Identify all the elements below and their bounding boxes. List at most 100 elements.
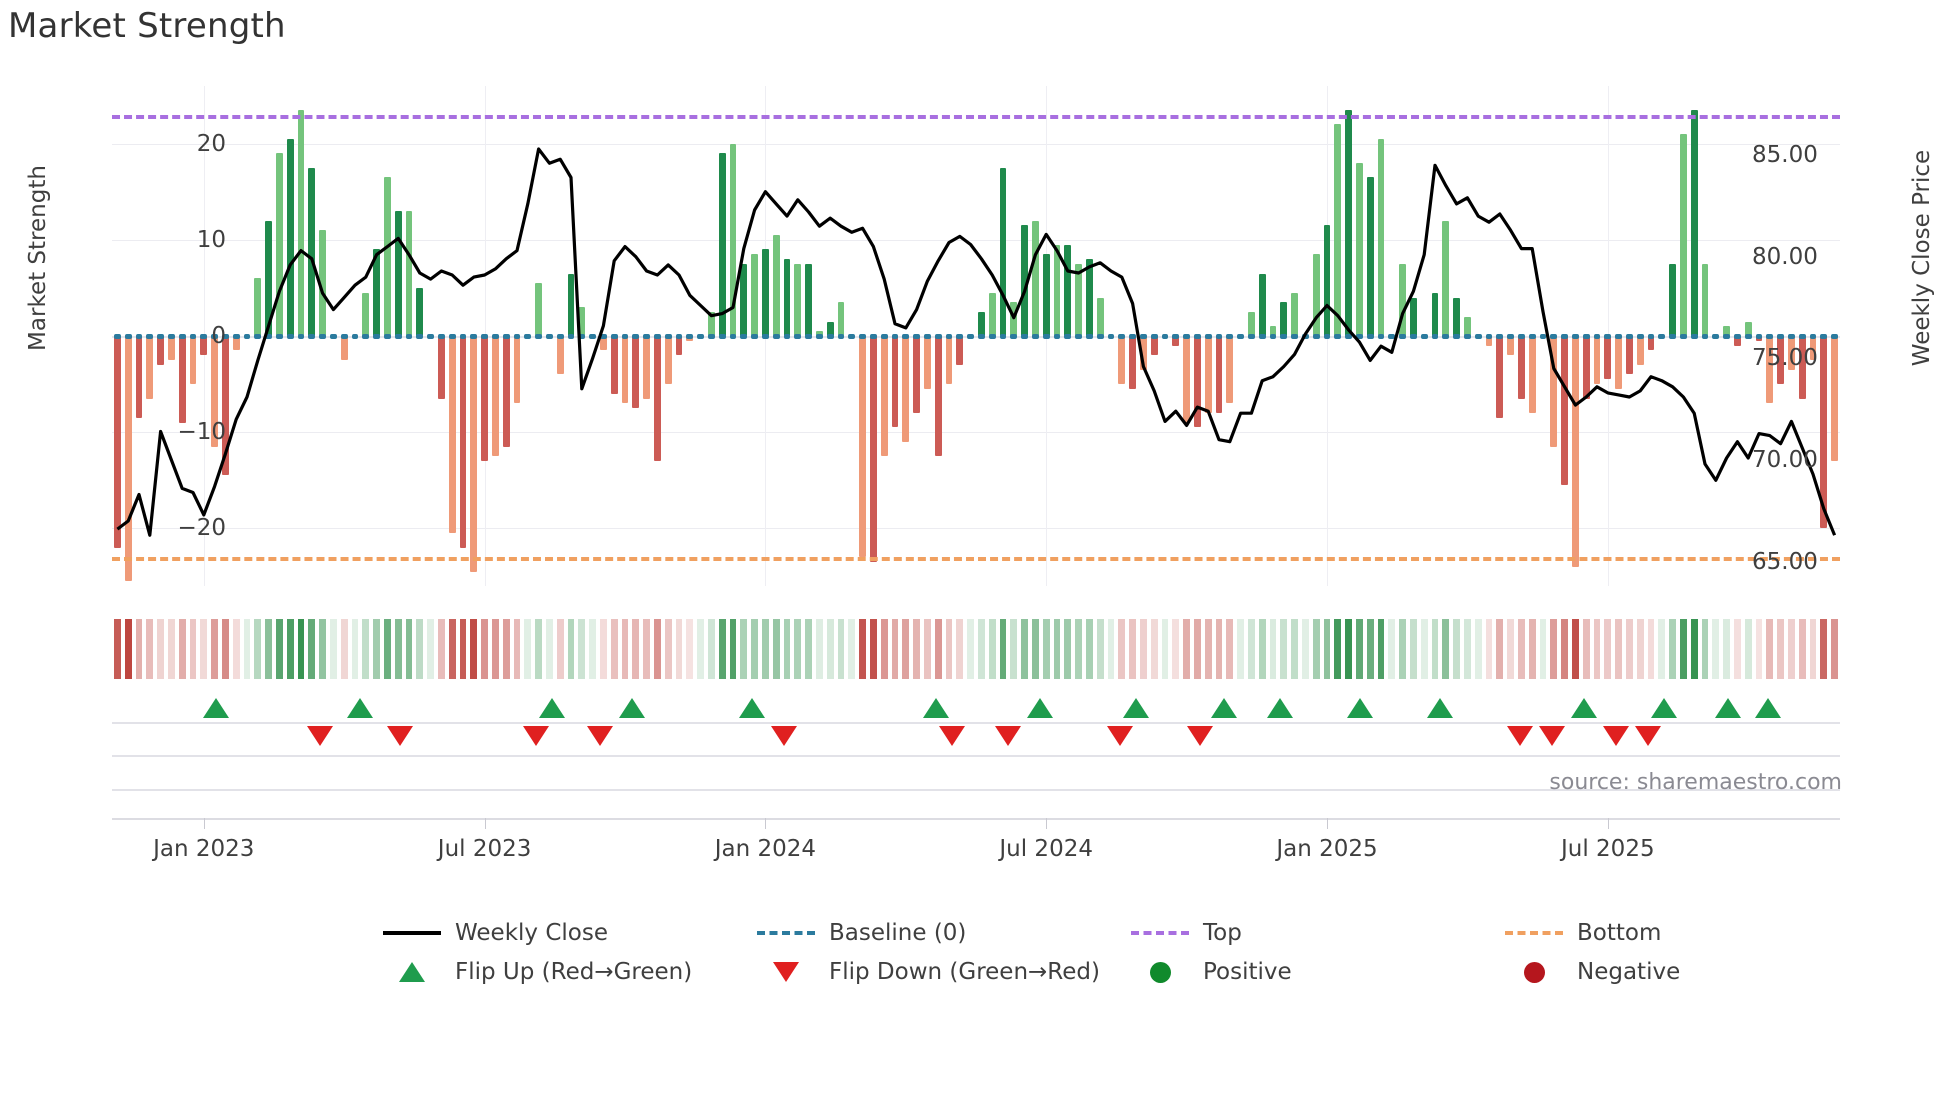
baseline-segment xyxy=(1291,334,1298,339)
y-axis-left-tick-label: −10 xyxy=(177,419,226,446)
legend-item[interactable]: Flip Down (Green→Red) xyxy=(757,959,1100,985)
legend-item[interactable]: Top xyxy=(1131,920,1242,946)
strength-bar xyxy=(978,311,985,336)
source-attribution: source: sharemaestro.com xyxy=(1549,770,1842,795)
legend-item[interactable]: Baseline (0) xyxy=(757,920,966,946)
baseline-segment xyxy=(718,334,726,339)
strength-bar xyxy=(394,211,402,336)
baseline-segment xyxy=(1280,334,1288,339)
baseline-segment xyxy=(1226,334,1234,339)
heat-cell xyxy=(1561,619,1568,679)
baseline-segment xyxy=(956,334,964,339)
heat-cell xyxy=(999,619,1007,679)
heat-cell xyxy=(448,619,456,679)
baseline-segment xyxy=(1021,334,1028,339)
heat-cell xyxy=(1507,619,1514,679)
legend-item[interactable]: Flip Up (Red→Green) xyxy=(383,959,692,985)
heat-cell xyxy=(1734,619,1741,679)
baseline-segment xyxy=(848,334,856,339)
heat-cell xyxy=(783,619,791,679)
strength-heat-strip xyxy=(112,619,1840,679)
y-axis-left-title: Market Strength xyxy=(25,165,51,351)
flip-up-marker xyxy=(1347,698,1373,718)
legend-item[interactable]: Positive xyxy=(1131,959,1292,985)
strength-bar xyxy=(837,302,845,336)
strength-bar xyxy=(643,336,650,399)
strength-bar xyxy=(1528,336,1536,413)
y-axis-left-tick-label: 10 xyxy=(196,226,226,253)
heat-cell xyxy=(729,619,737,679)
strength-bar xyxy=(934,336,942,457)
baseline-segment xyxy=(1366,334,1374,339)
strength-bar xyxy=(1118,336,1126,385)
heat-cell xyxy=(124,619,132,679)
strength-bar xyxy=(438,336,445,399)
heat-cell xyxy=(891,619,899,679)
strength-bar xyxy=(1690,110,1698,336)
baseline-segment xyxy=(1744,334,1752,339)
flip-down-marker xyxy=(1635,726,1661,746)
strength-bar xyxy=(114,336,121,548)
heat-cell xyxy=(1701,619,1709,679)
heat-cell xyxy=(502,619,510,679)
heat-cell xyxy=(1032,619,1039,679)
baseline-segment xyxy=(416,334,424,339)
baseline-segment xyxy=(1550,334,1558,339)
baseline-segment xyxy=(524,334,532,339)
baseline-segment xyxy=(211,334,218,339)
strength-bar xyxy=(1831,336,1838,461)
flip-down-marker xyxy=(1507,726,1533,746)
strength-bar xyxy=(1701,263,1709,336)
flip-up-marker xyxy=(203,698,229,718)
strength-bar xyxy=(1496,336,1504,418)
strength-bar xyxy=(1788,336,1795,370)
heat-cell xyxy=(708,619,715,679)
heat-cell xyxy=(308,619,316,679)
heat-cell xyxy=(762,619,769,679)
strength-bar xyxy=(135,336,143,418)
legend-item[interactable]: Weekly Close xyxy=(383,920,608,946)
heat-cell xyxy=(546,619,553,679)
strength-bar xyxy=(286,138,294,336)
x-axis-tick-label: Jan 2025 xyxy=(1276,836,1378,862)
baseline-segment xyxy=(1572,334,1579,339)
legend-item-label: Flip Up (Red→Green) xyxy=(455,959,693,985)
baseline-segment xyxy=(384,334,391,339)
strength-bar xyxy=(1442,220,1450,336)
baseline-segment xyxy=(891,334,899,339)
legend-item[interactable]: Negative xyxy=(1505,959,1680,985)
strength-bar xyxy=(610,336,618,394)
baseline-segment xyxy=(1140,334,1147,339)
baseline-segment xyxy=(978,334,985,339)
heat-cell xyxy=(427,619,434,679)
heat-cell xyxy=(751,619,758,679)
baseline-segment xyxy=(675,334,683,339)
y-axis-right-tick-label: 65.00 xyxy=(1752,548,1818,575)
heat-cell xyxy=(1485,619,1493,679)
heat-cell xyxy=(1064,619,1072,679)
heat-cell xyxy=(1118,619,1126,679)
dotted-line-orange-icon xyxy=(1505,921,1563,945)
strength-bar xyxy=(1194,336,1201,428)
flip-up-marker xyxy=(1123,698,1149,718)
heat-cell xyxy=(556,619,564,679)
baseline-segment xyxy=(1636,334,1644,339)
heat-cell xyxy=(859,619,866,679)
legend-item[interactable]: Bottom xyxy=(1505,920,1661,946)
strength-bar xyxy=(168,336,175,361)
heat-cell xyxy=(913,619,920,679)
flip-axis-line xyxy=(112,722,1840,724)
strength-bar xyxy=(1561,336,1568,486)
flip-down-marker xyxy=(1603,726,1629,746)
page-title: Market Strength xyxy=(8,6,286,46)
heat-cell xyxy=(1172,619,1180,679)
baseline-segment xyxy=(1777,334,1784,339)
baseline-segment xyxy=(330,334,337,339)
baseline-segment xyxy=(1464,334,1471,339)
gridline xyxy=(112,143,1840,145)
x-axis-line xyxy=(112,818,1840,820)
flip-up-marker xyxy=(539,698,565,718)
baseline-segment xyxy=(1723,334,1730,339)
heat-cell xyxy=(1150,619,1158,679)
baseline-segment xyxy=(405,334,413,339)
